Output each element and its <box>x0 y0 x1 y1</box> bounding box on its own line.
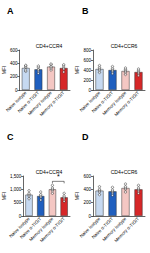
svg-text:A: A <box>7 6 14 16</box>
svg-text:Memory α-TIGIT: Memory α-TIGIT <box>113 90 140 117</box>
svg-text:Memory isotype: Memory isotype <box>101 90 128 117</box>
svg-text:0: 0 <box>15 88 18 93</box>
svg-text:MFI: MFI <box>1 192 7 201</box>
svg-text:Naive α-TIGIT: Naive α-TIGIT <box>90 216 115 240</box>
svg-text:400: 400 <box>10 61 18 66</box>
svg-text:Naive α-TIGIT: Naive α-TIGIT <box>90 90 115 114</box>
svg-text:MFI: MFI <box>74 192 80 201</box>
svg-text:CD4+CCR6: CD4+CCR6 <box>111 169 138 175</box>
svg-text:0: 0 <box>88 214 91 219</box>
svg-text:200: 200 <box>83 78 91 83</box>
svg-text:800: 800 <box>83 48 91 53</box>
svg-text:C: C <box>7 132 14 142</box>
svg-text:CD4+CCR6: CD4+CCR6 <box>111 43 138 49</box>
svg-text:B: B <box>82 6 89 16</box>
svg-text:Memory isotype: Memory isotype <box>26 90 53 117</box>
svg-text:0: 0 <box>19 214 22 219</box>
svg-text:Memory α-TIGIT: Memory α-TIGIT <box>113 216 140 243</box>
svg-text:600: 600 <box>10 48 18 53</box>
svg-text:Naive isotype: Naive isotype <box>78 90 102 113</box>
svg-text:Naive α-TIGIT: Naive α-TIGIT <box>16 90 41 114</box>
svg-text:1,000: 1,000 <box>10 187 22 192</box>
svg-text:Naive isotype: Naive isotype <box>78 216 102 239</box>
svg-text:Naive isotype: Naive isotype <box>8 216 31 239</box>
svg-text:600: 600 <box>83 58 91 63</box>
svg-text:600: 600 <box>83 174 91 179</box>
svg-text:MFI: MFI <box>74 66 80 75</box>
svg-text:Naive isotype: Naive isotype <box>4 90 28 113</box>
svg-text:0: 0 <box>88 88 91 93</box>
svg-text:500: 500 <box>14 200 22 205</box>
svg-text:Memory isotype: Memory isotype <box>101 216 128 243</box>
svg-text:CD4+CCR4: CD4+CCR4 <box>36 169 63 175</box>
svg-text:Naive α-TIGIT: Naive α-TIGIT <box>19 216 43 240</box>
svg-text:Memory isotype: Memory isotype <box>28 216 55 243</box>
svg-text:CD4+CCR4: CD4+CCR4 <box>36 43 63 49</box>
svg-text:Memory α-TIGIT: Memory α-TIGIT <box>39 216 66 243</box>
svg-text:400: 400 <box>83 187 91 192</box>
svg-text:D: D <box>82 132 89 142</box>
svg-text:200: 200 <box>10 74 18 79</box>
svg-text:Memory α-TIGIT: Memory α-TIGIT <box>39 90 66 117</box>
svg-text:1,500: 1,500 <box>10 174 22 179</box>
svg-text:400: 400 <box>83 68 91 73</box>
svg-text:200: 200 <box>83 200 91 205</box>
svg-text:MFI: MFI <box>1 66 7 75</box>
